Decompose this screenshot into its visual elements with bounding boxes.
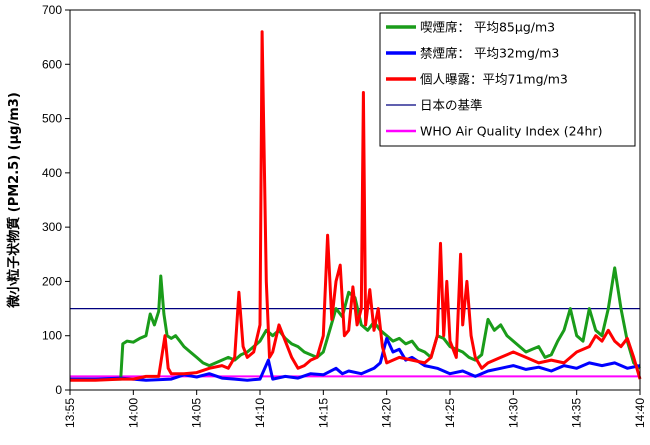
y-tick-label: 100 <box>42 329 62 343</box>
x-tick-label: 14:20 <box>380 398 394 428</box>
y-tick-label: 600 <box>42 57 62 71</box>
x-tick-label: 14:15 <box>316 398 330 428</box>
x-tick-label: 14:05 <box>190 398 204 428</box>
y-tick-label: 300 <box>42 220 62 234</box>
legend-label: WHO Air Quality Index (24hr) <box>420 124 602 139</box>
series-layer <box>70 30 642 382</box>
legend-label: 喫煙席： 平均85μg/m3 <box>420 20 555 35</box>
x-tick-label: 14:35 <box>570 398 584 428</box>
x-tick-label: 14:00 <box>126 398 140 428</box>
legend-box <box>379 12 636 147</box>
x-tick-label: 14:10 <box>253 398 267 428</box>
x-tick-label: 14:30 <box>506 398 520 428</box>
x-tick-label: 13:55 <box>63 398 77 428</box>
y-tick-label: 500 <box>42 112 62 126</box>
series-line-2 <box>70 30 642 382</box>
legend-label: 個人曝露：平均71mg/m3 <box>420 72 568 87</box>
legend: 喫煙席： 平均85μg/m3 禁煙席： 平均32mg/m3 個人曝露：平均71mg/… <box>379 12 636 147</box>
axes-layer: 0 100 200 300 400 500 600 700 13:55 14:00 14:05 14:… <box>42 3 647 428</box>
y-axis-title: 微小粒子状物質 (PM2.5) (μg/m3) <box>6 92 22 309</box>
y-tick-label: 400 <box>42 166 62 180</box>
y-tick-label: 0 <box>55 383 62 397</box>
series-line-1 <box>70 336 641 382</box>
legend-label: 禁煙席： 平均32mg/m3 <box>420 46 559 61</box>
plot-frame <box>69 9 641 391</box>
x-tick-label: 14:25 <box>443 398 457 428</box>
x-tick-label: 14:40 <box>633 398 647 428</box>
y-tick-label: 200 <box>42 274 62 288</box>
legend-items: 喫煙席： 平均85μg/m3 禁煙席： 平均32mg/m3 個人曝露：平均71mg/… <box>386 20 602 139</box>
legend-label: 日本の基準 <box>420 98 483 113</box>
y-tick-label: 700 <box>42 3 62 17</box>
